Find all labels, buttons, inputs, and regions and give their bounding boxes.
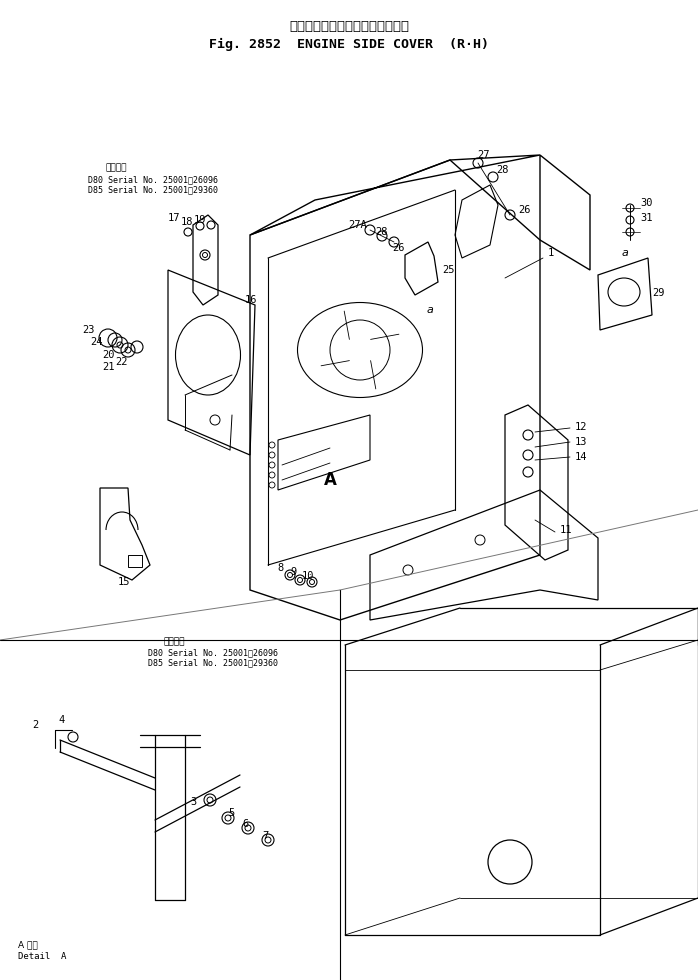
Text: 21: 21 bbox=[102, 362, 114, 372]
Text: 9: 9 bbox=[290, 567, 296, 577]
Text: D85 Serial No. 25001～29360: D85 Serial No. 25001～29360 bbox=[88, 185, 218, 194]
Text: 13: 13 bbox=[575, 437, 588, 447]
Text: 27: 27 bbox=[477, 150, 489, 160]
Text: 8: 8 bbox=[277, 563, 283, 573]
Text: 10: 10 bbox=[302, 571, 315, 581]
Text: 5: 5 bbox=[228, 808, 235, 818]
Text: 4: 4 bbox=[58, 715, 64, 725]
Text: a: a bbox=[621, 248, 628, 258]
Text: 30: 30 bbox=[640, 198, 653, 208]
Text: 17: 17 bbox=[168, 213, 181, 223]
Text: 7: 7 bbox=[262, 831, 268, 841]
Bar bbox=[128, 555, 142, 567]
Text: 22: 22 bbox=[115, 357, 128, 367]
Text: 28: 28 bbox=[496, 165, 509, 175]
Text: 適用号機: 適用号機 bbox=[163, 637, 184, 646]
Text: 16: 16 bbox=[245, 295, 258, 305]
Text: 1: 1 bbox=[548, 248, 554, 258]
Text: 18: 18 bbox=[181, 217, 193, 227]
Text: A 詳細: A 詳細 bbox=[18, 940, 38, 949]
Text: 23: 23 bbox=[82, 325, 94, 335]
Text: 11: 11 bbox=[560, 525, 572, 535]
Text: 31: 31 bbox=[640, 213, 653, 223]
Text: a: a bbox=[426, 305, 433, 315]
Text: 14: 14 bbox=[575, 452, 588, 462]
Text: 26: 26 bbox=[518, 205, 530, 215]
Text: D80 Serial No. 25001～26096: D80 Serial No. 25001～26096 bbox=[148, 648, 278, 657]
Text: 15: 15 bbox=[118, 577, 131, 587]
Text: 27A: 27A bbox=[348, 220, 366, 230]
Text: 24: 24 bbox=[90, 337, 103, 347]
Text: 19: 19 bbox=[194, 215, 207, 225]
Text: 12: 12 bbox=[575, 422, 588, 432]
Text: 25: 25 bbox=[442, 265, 454, 275]
Text: 2: 2 bbox=[32, 720, 38, 730]
Text: D85 Serial No. 25001～29360: D85 Serial No. 25001～29360 bbox=[148, 658, 278, 667]
Text: 適用号機: 適用号機 bbox=[105, 163, 126, 172]
Text: 28: 28 bbox=[375, 227, 387, 237]
Text: Fig. 2852  ENGINE SIDE COVER  (R·H): Fig. 2852 ENGINE SIDE COVER (R·H) bbox=[209, 38, 489, 51]
Text: 20: 20 bbox=[102, 350, 114, 360]
Text: Detail  A: Detail A bbox=[18, 952, 66, 961]
Text: A: A bbox=[324, 471, 336, 489]
Text: D80 Serial No. 25001～26096: D80 Serial No. 25001～26096 bbox=[88, 175, 218, 184]
Text: 26: 26 bbox=[392, 243, 405, 253]
Text: 3: 3 bbox=[190, 797, 196, 807]
Text: エンジン　サイド　カバー　　右: エンジン サイド カバー 右 bbox=[289, 20, 409, 33]
Text: 6: 6 bbox=[242, 819, 248, 829]
Text: 29: 29 bbox=[652, 288, 664, 298]
